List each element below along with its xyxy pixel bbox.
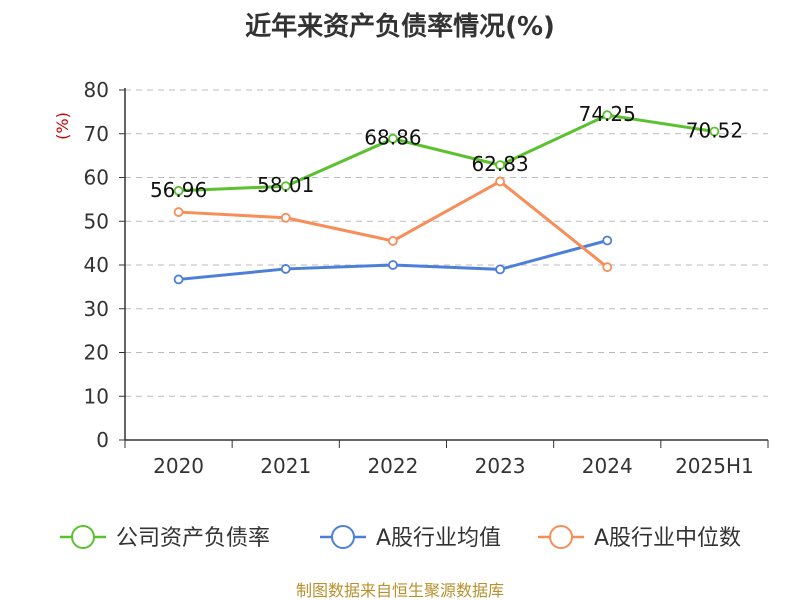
data-point [602,110,613,121]
y-tick-label: 80 [84,78,109,102]
y-tick-label: 20 [84,341,109,365]
legend-item: A股行业中位数 [538,525,741,551]
data-label: 68.86 [364,126,421,150]
data-label: 70.52 [686,118,743,142]
x-tick-label: 2025H1 [675,454,754,478]
legend-marker [71,525,95,549]
data-point [280,181,291,192]
x-tick-label: 2023 [475,454,526,478]
y-tick-label: 40 [84,253,109,277]
chart-title: 近年来资产负债率情况(%) [245,11,555,42]
data-label: 58.01 [257,173,314,197]
y-tick-label: 30 [84,297,109,321]
y-tick-label: 50 [84,209,109,233]
source-note: 制图数据来自恒生聚源数据库 [296,581,504,600]
data-point [495,176,505,187]
data-label: 62.83 [471,152,528,176]
x-tick-label: 2021 [260,454,311,478]
data-point [388,133,398,144]
y-tick-label: 60 [84,166,109,190]
series-line-1 [178,239,608,281]
data-point [602,235,613,246]
data-point [495,264,505,275]
legend-label: 公司资产负债率 [116,526,270,551]
data-point [173,207,184,217]
y-axis-unit: (%) [53,112,72,140]
series-line-2 [178,179,609,269]
data-point [280,212,291,223]
x-tick-label: 2020 [153,454,204,478]
legend-label: A股行业均值 [376,526,501,551]
legend-item: 公司资产负债率 [60,525,270,551]
y-tick-label: 70 [84,122,109,146]
data-label: 74.25 [579,102,636,126]
data-labels: 56.96 58.01 68.86 62.83 74.25 70.52 [150,102,743,202]
legend-marker [331,525,355,549]
legend-item: A股行业均值 [320,525,501,551]
data-point [495,160,505,171]
data-point [388,260,398,270]
series-layer [173,110,720,285]
series-line-0 [178,113,715,193]
data-point [388,236,398,246]
x-tick-label: 2024 [582,454,633,478]
y-tick-label: 0 [96,428,109,452]
data-point [602,262,613,273]
legend-marker [549,525,573,549]
data-point [280,264,291,274]
gridlines [125,89,768,397]
axes: 0 10 20 30 40 50 60 70 80 2020 2021 2022 2023 2024 202… [84,78,769,478]
x-tick-label: 2022 [367,454,418,478]
y-tick-label: 10 [84,384,109,408]
legend-label: A股行业中位数 [594,526,741,551]
data-point [173,185,184,196]
legend: 公司资产负债率 A股行业均值 A股行业中位数 [60,525,741,551]
data-point [709,126,720,137]
data-label: 56.96 [150,178,207,202]
data-point [173,274,184,285]
